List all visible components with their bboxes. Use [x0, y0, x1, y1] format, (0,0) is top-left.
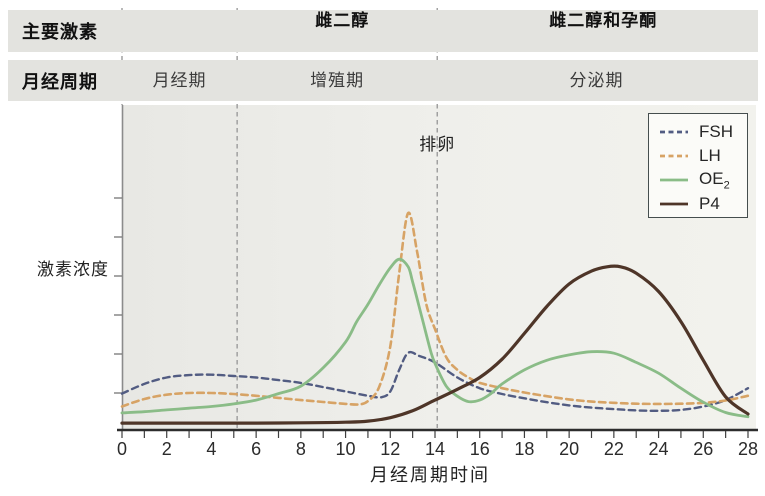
- legend-item: LH: [659, 144, 747, 168]
- curve-lh: [120, 211, 750, 408]
- cycle-row-label: 月经周期: [22, 71, 98, 92]
- hormone-curves: [120, 211, 750, 425]
- x-tick-label: 4: [206, 439, 216, 459]
- x-tick-label: 14: [425, 439, 445, 459]
- main-hormones-bar: 主要激素: [8, 10, 758, 52]
- x-tick-label: 8: [296, 439, 306, 459]
- legend-label: FSH: [699, 122, 733, 141]
- legend-swatch-fsh-line: [660, 130, 688, 134]
- legend-swatch-p4-line: [660, 202, 688, 206]
- cycle-phase-label: 增殖期: [310, 71, 365, 90]
- x-tick-label: 26: [693, 439, 713, 459]
- curve-fsh: [120, 350, 750, 413]
- legend-swatch-lh-line: [660, 154, 688, 158]
- x-tick-label: 12: [380, 439, 400, 459]
- y-axis-title: 激素浓度: [37, 260, 109, 279]
- x-tick-label: 18: [514, 439, 534, 459]
- x-tick-label: 0: [117, 439, 127, 459]
- curve-oe2: [120, 257, 750, 419]
- x-tick-label: 22: [604, 439, 624, 459]
- legend-item: OE2: [659, 168, 747, 192]
- axes: 0 2 4 6 8 10 12 14 16 18 20 22 24 26 28: [114, 105, 758, 459]
- x-tick-label: 10: [336, 439, 356, 459]
- legend-box: FSH LH OE2 P4: [648, 113, 748, 218]
- cycle-phase-label: 月经期: [152, 71, 207, 90]
- hormone-span-label: 雌二醇: [315, 11, 370, 30]
- legend-label: P4: [699, 194, 720, 213]
- cycle-phase-label: 分泌期: [569, 71, 624, 90]
- legend-label: OE2: [699, 168, 730, 192]
- x-tick-label: 20: [559, 439, 579, 459]
- x-tick-label: 16: [470, 439, 490, 459]
- x-tick-label: 2: [162, 439, 172, 459]
- x-tick-label: 6: [251, 439, 261, 459]
- x-axis-title: 月经周期时间: [370, 465, 490, 485]
- main-hormones-row-label: 主要激素: [22, 22, 98, 42]
- legend-item: FSH: [659, 120, 747, 144]
- legend-item: P4: [659, 192, 747, 216]
- curve-p4: [120, 264, 750, 425]
- x-tick-label: 24: [649, 439, 669, 459]
- ovulation-annotation: 排卵: [419, 135, 456, 154]
- x-tick-label: 28: [738, 439, 758, 459]
- legend-label: LH: [699, 146, 721, 165]
- legend-swatch-oe2-line: [660, 178, 688, 182]
- hormone-span-label: 雌二醇和孕酮: [549, 11, 658, 30]
- cycle-phases-bar: 月经周期: [8, 60, 758, 101]
